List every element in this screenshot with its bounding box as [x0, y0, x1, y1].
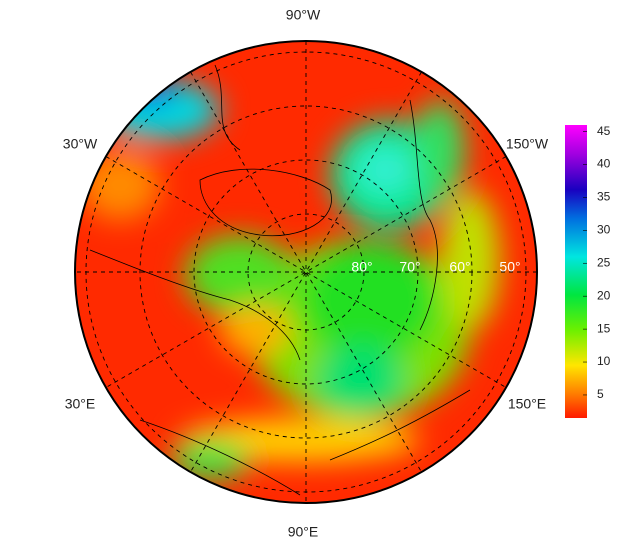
- longitude-label: 90°W: [286, 7, 321, 23]
- latitude-label: 70°: [399, 259, 420, 275]
- meridian: [105, 156, 507, 388]
- colorbar-tick-label: 10: [597, 354, 611, 368]
- longitude-label: 90°E: [288, 524, 319, 540]
- latitude-label: 60°: [449, 259, 470, 275]
- colorbar-tick-label: 5: [597, 387, 604, 401]
- colorbar-tick-label: 40: [597, 157, 611, 171]
- longitude-label: 30°E: [65, 396, 96, 412]
- colorbar-tick-label: 15: [597, 321, 611, 335]
- field: [75, 41, 537, 503]
- longitude-label: 30°W: [63, 136, 98, 152]
- latitude-circle: [193, 159, 419, 385]
- meridian: [190, 71, 422, 473]
- meridian: [105, 156, 507, 388]
- colorbar-tick-label: 45: [597, 124, 611, 138]
- latitude-label: 50°: [499, 259, 520, 275]
- graticule: [75, 41, 537, 503]
- longitude-label: 150°E: [508, 396, 546, 412]
- colorbar: [565, 125, 587, 418]
- meridian: [190, 71, 422, 473]
- colorbar-tick-label: 20: [597, 288, 611, 302]
- longitude-label: 150°W: [506, 136, 549, 152]
- colorbar-tick-label: 25: [597, 255, 611, 269]
- map-boundary: [74, 40, 538, 504]
- colorbar-tick-label: 35: [597, 190, 611, 204]
- colorbar-tick-label: 30: [597, 223, 611, 237]
- latitude-label: 80°: [351, 259, 372, 275]
